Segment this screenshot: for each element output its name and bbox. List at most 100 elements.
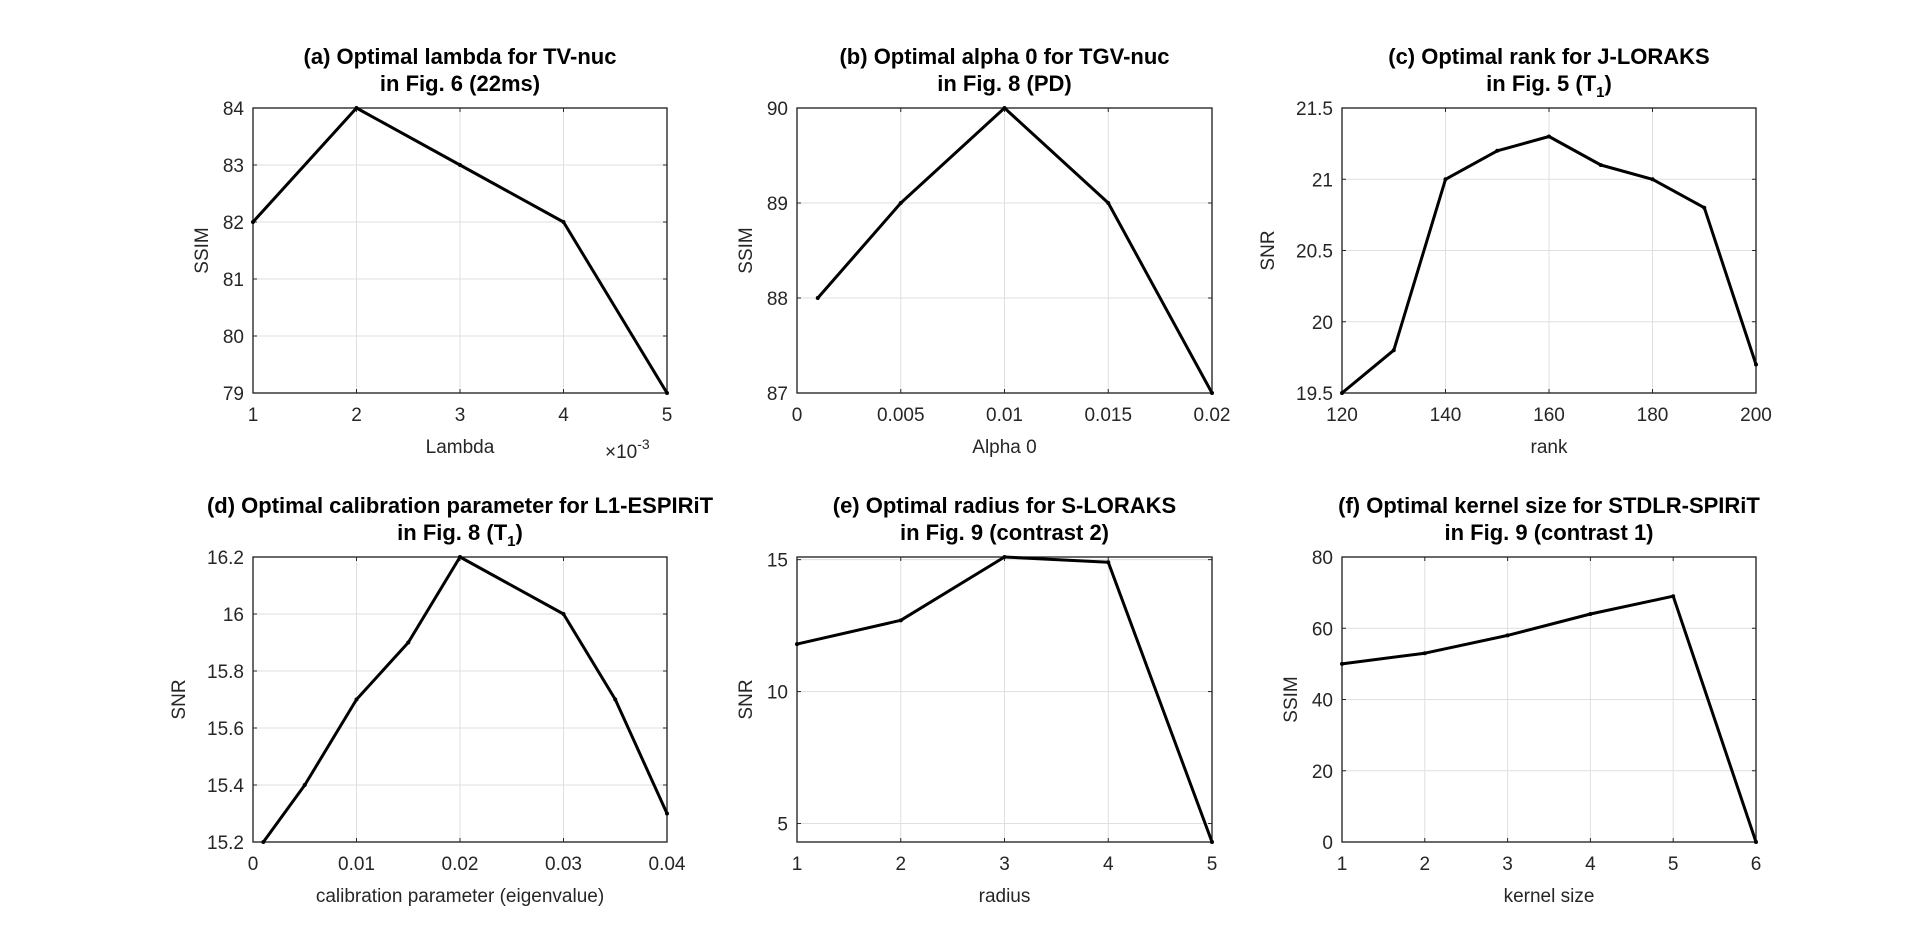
subplot-d: 0 0.01 0.02 0.03 0.04 15.2 15.4 15.6 15.8 16 16.2 c…	[169, 493, 714, 907]
x-tick-label: 1	[792, 854, 803, 875]
y-tick-label: 21	[1312, 170, 1333, 191]
data-point	[1495, 148, 1500, 153]
data-point	[1106, 560, 1111, 565]
x-tick-label: 0.02	[442, 854, 479, 875]
x-tick-label: 4	[1585, 854, 1596, 875]
data-point	[1702, 205, 1707, 210]
data-point	[302, 783, 307, 787]
chart-title-line1: (e) Optimal radius for S-LORAKS	[833, 493, 1176, 518]
y-axis-label: SNR	[736, 679, 757, 719]
y-tick-label: 88	[767, 289, 788, 310]
data-point	[1210, 391, 1214, 395]
x-tick-label: 3	[999, 854, 1010, 875]
subplot-c: 120 140 160 180 200 19.5 20 20.5 21 21.5 rank SNR (c…	[1258, 44, 1772, 458]
x-axis-label: rank	[1531, 437, 1568, 458]
data-point	[1588, 612, 1593, 616]
x-axis-label: Lambda	[426, 437, 495, 458]
plot-border	[252, 107, 668, 394]
x-axis-label: calibration parameter (eigenvalue)	[316, 886, 604, 907]
chart-title-text: in Fig. 5 (T	[1486, 71, 1597, 96]
chart-title-line1: (b) Optimal alpha 0 for TGV-nuc	[839, 44, 1169, 69]
chart-title-line2: in Fig. 6 (22ms)	[380, 71, 540, 96]
data-point	[458, 163, 462, 167]
chart-title-text: in Fig. 9 (contrast 1)	[1444, 520, 1653, 545]
y-tick-label: 40	[1312, 691, 1333, 712]
x-axis-label: Alpha 0	[972, 437, 1036, 458]
y-tick-label: 0	[1322, 833, 1333, 854]
data-point	[1002, 106, 1007, 110]
y-tick-label: 60	[1312, 619, 1333, 640]
data-point	[354, 106, 359, 110]
y-tick-label: 10	[767, 683, 788, 704]
data-point	[1002, 555, 1007, 559]
x-tick-label: 160	[1533, 405, 1565, 426]
y-tick-label: 15	[767, 551, 788, 572]
data-point	[665, 391, 669, 395]
x-tick-label: 5	[1668, 854, 1679, 875]
chart-title-text: in Fig. 8 (T	[397, 520, 508, 545]
x-exponent-power: -3	[637, 436, 650, 452]
y-tick-label: 81	[223, 270, 244, 291]
x-tick-label: 2	[1420, 854, 1431, 875]
chart-title-text: in Fig. 9 (contrast 2)	[900, 520, 1109, 545]
data-point	[1340, 661, 1344, 666]
plot-border	[1341, 556, 1757, 843]
data-point	[665, 811, 669, 816]
data-point	[613, 697, 618, 702]
y-tick-label: 15.6	[207, 719, 244, 740]
chart-title-line1: (c) Optimal rank for J-LORAKS	[1388, 44, 1709, 69]
x-tick-label: 0.03	[545, 854, 582, 875]
chart-title-end: )	[516, 520, 523, 545]
x-tick-label: 5	[1207, 854, 1218, 875]
data-point	[1547, 134, 1551, 139]
chart-title-line1: (d) Optimal calibration parameter for L1…	[207, 493, 714, 518]
x-tick-label: 0.01	[986, 405, 1023, 426]
subplot-b: 0 0.005 0.01 0.015 0.02 87 88 89 90 Alpha 0 SSIM (b…	[736, 44, 1230, 458]
y-tick-label: 15.4	[207, 776, 244, 797]
y-tick-label: 15.2	[207, 833, 244, 854]
data-point	[261, 840, 266, 844]
x-tick-label: 2	[895, 854, 906, 875]
y-axis-label: SSIM	[736, 227, 757, 273]
chart-title-text: in Fig. 8 (PD)	[937, 71, 1071, 96]
x-tick-label: 0.02	[1194, 405, 1231, 426]
x-tick-label: 4	[558, 405, 569, 426]
subplot-a: 1 2 3 4 5 79 80 81 82 83 84 Lambda SSIM ×10-3 (a) Opti…	[192, 44, 672, 463]
x-axis-label: kernel size	[1504, 886, 1595, 907]
y-tick-label: 16	[223, 605, 244, 626]
x-tick-label: 120	[1326, 405, 1358, 426]
y-axis-label: SNR	[169, 679, 190, 719]
data-point	[561, 612, 566, 616]
data-point	[815, 296, 820, 300]
x-tick-label: 0	[248, 854, 259, 875]
chart-title-line1: (a) Optimal lambda for TV-nuc	[304, 44, 617, 69]
x-tick-label: 6	[1751, 854, 1762, 875]
data-point	[354, 697, 359, 702]
x-tick-label: 0.01	[338, 854, 375, 875]
y-tick-label: 5	[777, 815, 788, 836]
x-tick-label: 0.04	[649, 854, 686, 875]
y-tick-label: 16.2	[207, 548, 244, 569]
data-point	[898, 201, 903, 205]
y-axis-label: SSIM	[192, 227, 213, 273]
data-point	[1422, 651, 1427, 656]
data-point	[1106, 201, 1111, 205]
data-point	[1505, 633, 1510, 638]
y-tick-label: 84	[223, 99, 245, 120]
x-tick-label: 5	[662, 405, 673, 426]
subplot-e: 1 2 3 4 5 5 10 15 radius SNR (e) Optimal radius fo…	[736, 493, 1217, 907]
x-tick-label: 180	[1637, 405, 1669, 426]
x-tick-label: 4	[1103, 854, 1114, 875]
data-point	[1443, 177, 1448, 182]
y-tick-label: 19.5	[1296, 384, 1333, 405]
data-series-line	[262, 555, 669, 843]
x-tick-label: 1	[248, 405, 259, 426]
x-tick-label: 0.005	[877, 405, 925, 426]
chart-title-line2: in Fig. 8 (PD)	[937, 71, 1071, 96]
x-tick-label: 140	[1430, 405, 1462, 426]
data-point	[1210, 840, 1214, 844]
data-point	[251, 220, 255, 224]
y-axis-label: SNR	[1258, 230, 1279, 270]
